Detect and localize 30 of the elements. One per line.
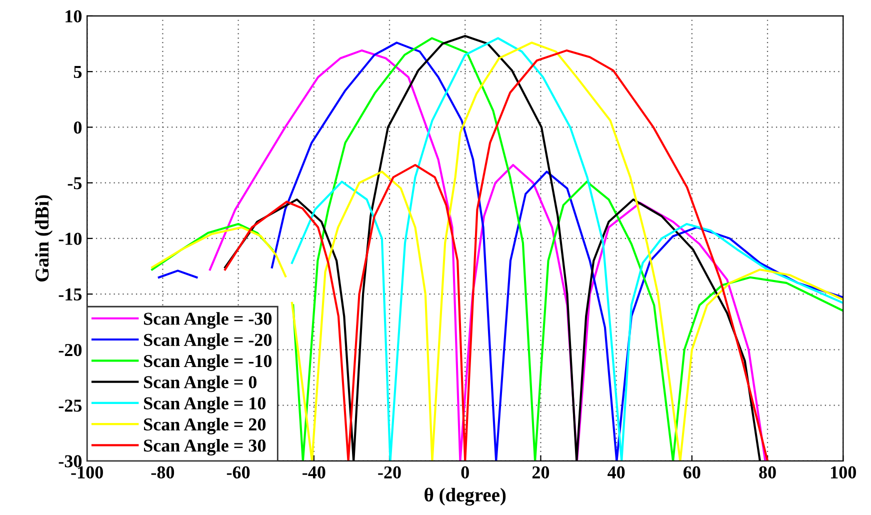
x-tick-label: -100 <box>71 466 103 478</box>
y-tick-label: -20 <box>58 344 82 356</box>
legend-label: Scan Angle = -30 <box>144 312 272 329</box>
x-tick-label: -20 <box>378 466 401 478</box>
x-tick-label: -80 <box>151 466 174 478</box>
x-tick-label: 20 <box>532 466 550 478</box>
x-tick-label: -40 <box>302 466 326 478</box>
y-tick-label: 0 <box>74 121 82 134</box>
y-tick-label: -10 <box>58 232 82 245</box>
x-tick-label: -60 <box>226 466 250 478</box>
x-tick-label: 60 <box>684 466 700 478</box>
y-axis-title: Gain (dBi) <box>34 195 53 282</box>
legend-label: Scan Angle = 10 <box>144 396 266 414</box>
y-tick-label: -15 <box>58 288 82 301</box>
x-tick-label: 100 <box>831 466 856 478</box>
y-tick-label: 5 <box>74 66 82 78</box>
legend-label: Scan Angle = 30 <box>144 438 266 456</box>
x-axis-title: θ (degree) <box>424 488 506 506</box>
legend-label: Scan Angle = 0 <box>144 376 257 392</box>
x-tick-label: 40 <box>608 466 625 478</box>
y-tick-label: -30 <box>58 455 82 468</box>
legend-label: Scan Angle = -10 <box>144 354 272 371</box>
legend-label: Scan Angle = -20 <box>144 333 272 350</box>
y-tick-label: -25 <box>58 400 82 412</box>
y-tick-label: 10 <box>66 10 82 22</box>
legend-label: Scan Angle = 20 <box>144 418 266 434</box>
y-tick-label: -5 <box>68 177 82 190</box>
line-series <box>290 37 844 461</box>
x-tick-label: 80 <box>759 466 776 478</box>
x-tick-label: 0 <box>461 466 469 478</box>
